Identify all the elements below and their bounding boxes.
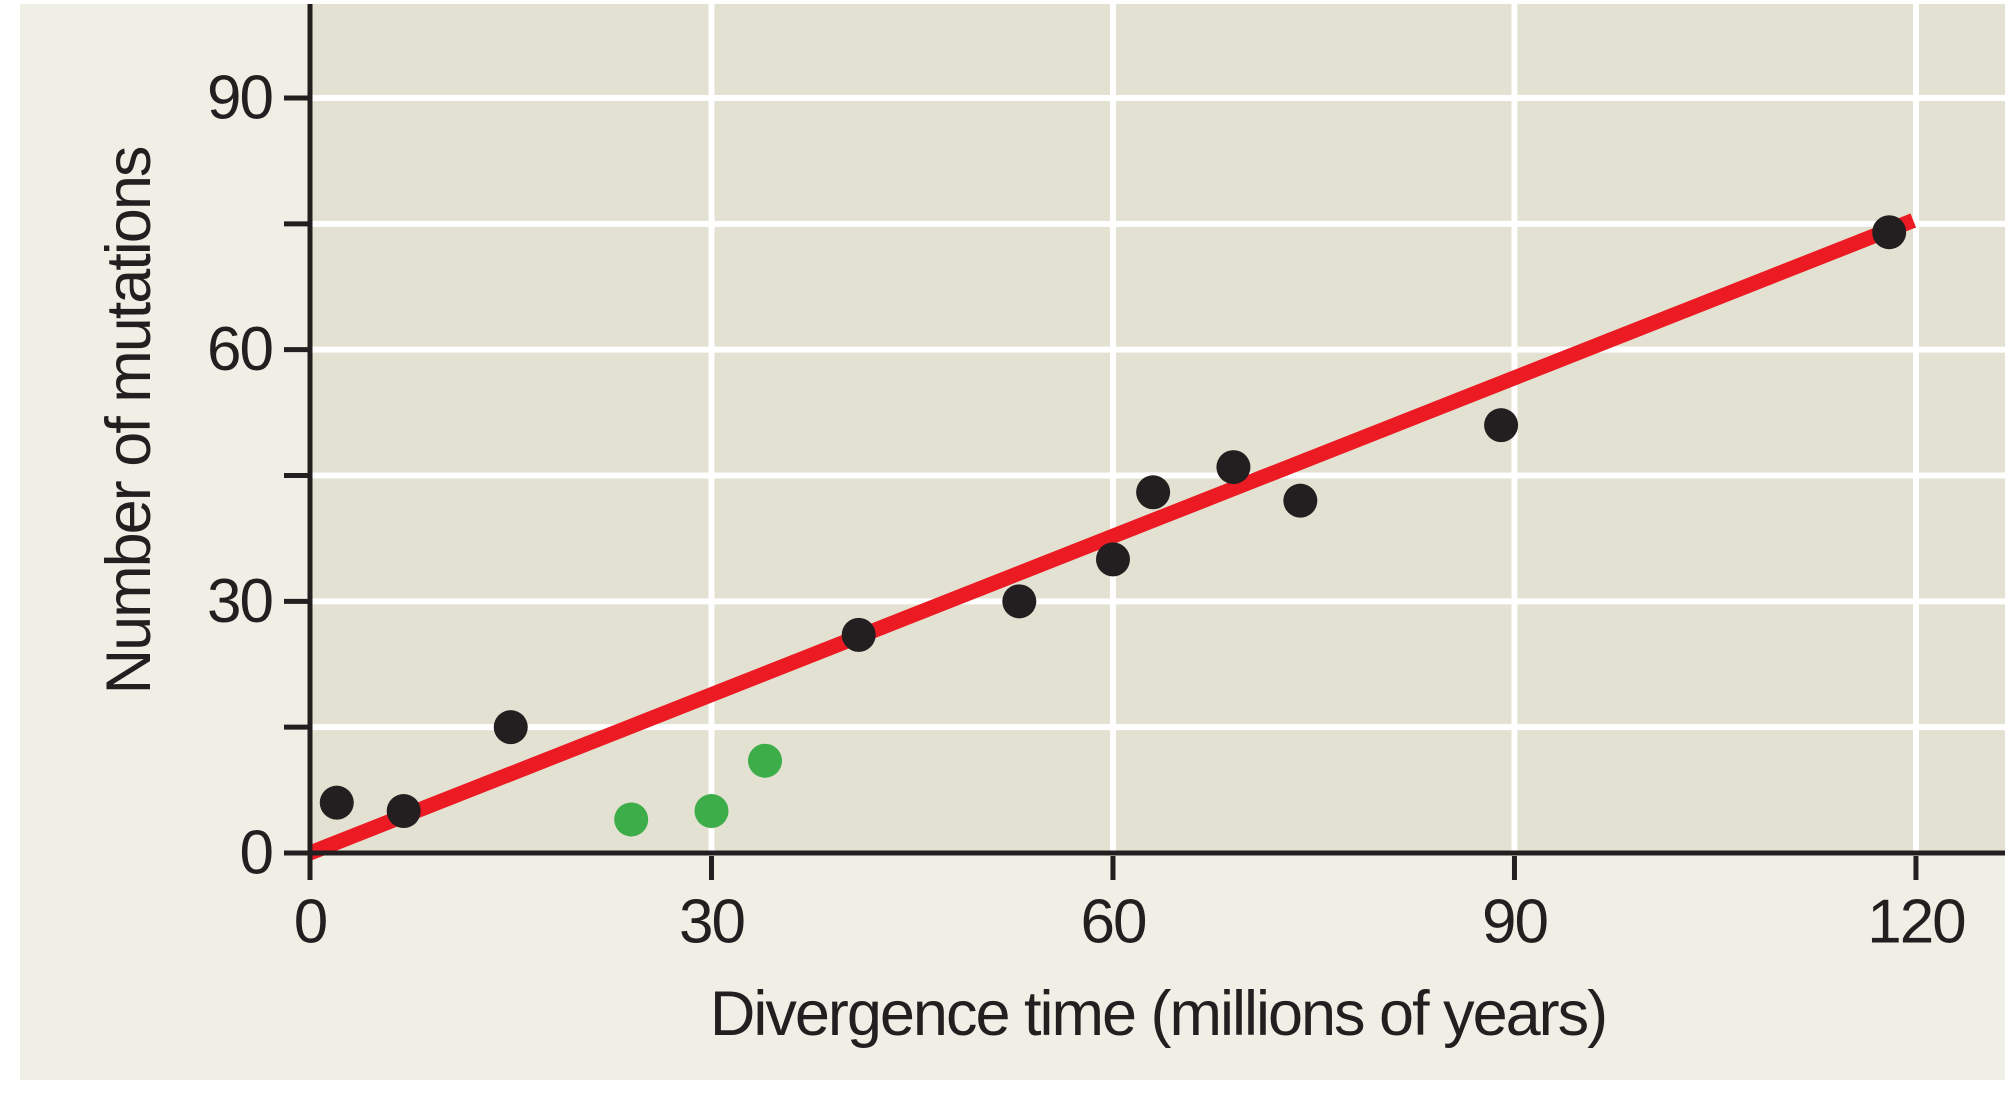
black-data-point <box>1216 450 1251 485</box>
regression-line <box>307 213 1917 860</box>
black-data-point <box>841 617 876 652</box>
y-tick-label: 0 <box>240 819 273 888</box>
y-axis-title: Number of mutations <box>94 147 164 694</box>
x-tick-label: 30 <box>679 888 744 957</box>
black-data-point <box>493 710 528 745</box>
x-tick-label: 90 <box>1482 888 1547 957</box>
y-tick-label: 30 <box>207 567 272 636</box>
x-tick-label: 0 <box>294 888 327 957</box>
black-data-point <box>386 794 421 829</box>
black-data-point <box>1095 542 1130 577</box>
black-data-point <box>1484 408 1519 443</box>
plot-area <box>310 4 2005 853</box>
tick-labels: 0 30 60 90 0 30 60 90 120 <box>207 63 1967 957</box>
green-data-point <box>694 794 729 829</box>
x-axis-title: Divergence time (millions of years) <box>710 979 1606 1049</box>
x-tick-label: 60 <box>1080 888 1145 957</box>
green-data-point <box>614 802 649 837</box>
gridlines <box>312 4 2005 851</box>
tick-marks <box>284 95 1919 880</box>
y-tick-label: 60 <box>207 315 272 384</box>
data-points <box>319 215 1907 837</box>
y-tick-label: 90 <box>207 63 272 132</box>
trend-line <box>307 213 1917 860</box>
axes <box>307 4 2005 880</box>
black-data-point <box>319 785 354 820</box>
black-data-point <box>1136 475 1171 510</box>
black-data-point <box>1002 584 1037 619</box>
x-tick-label: 120 <box>1867 888 1965 957</box>
black-data-point <box>1283 483 1318 518</box>
black-data-point <box>1872 215 1907 250</box>
green-data-point <box>748 743 783 778</box>
